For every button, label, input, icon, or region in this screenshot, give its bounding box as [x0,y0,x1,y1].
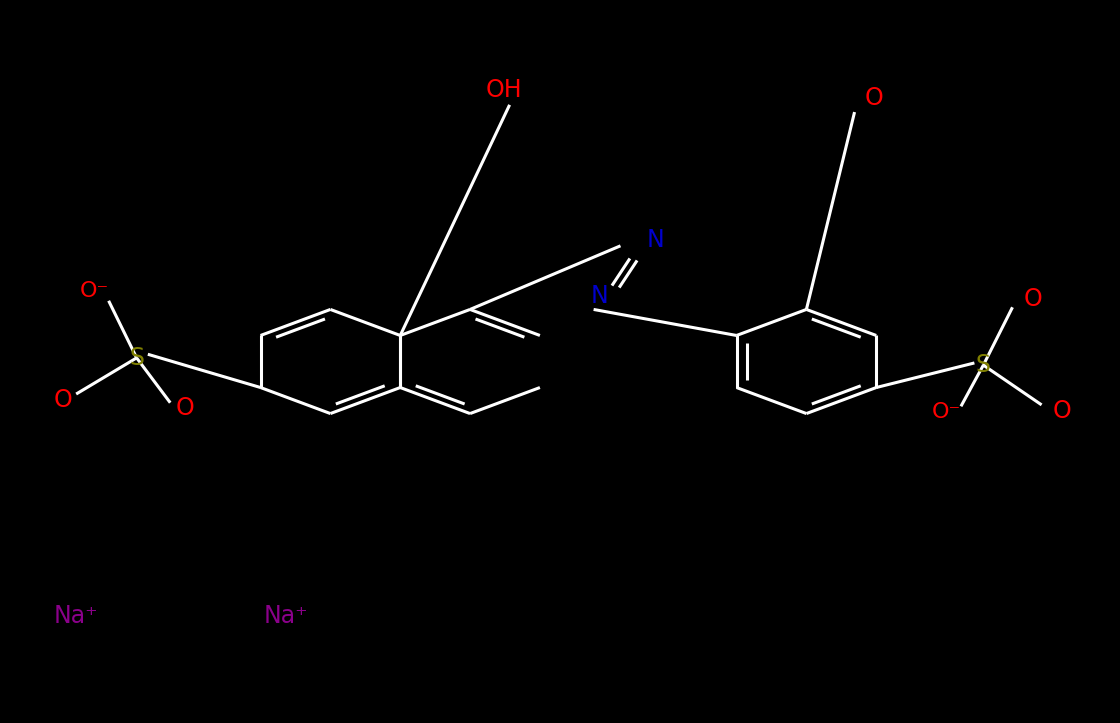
Text: N: N [590,284,608,309]
Text: O: O [54,388,72,412]
Text: Na⁺: Na⁺ [54,604,99,628]
Text: Na⁺: Na⁺ [263,604,308,628]
Text: OH: OH [486,78,522,103]
Text: O: O [1024,287,1042,312]
Text: O⁻: O⁻ [932,402,961,422]
Text: S: S [129,346,144,370]
Text: S: S [976,353,991,377]
Text: O: O [1053,398,1071,423]
Text: O: O [176,396,194,421]
Text: O⁻: O⁻ [80,281,109,301]
Text: O: O [865,85,883,110]
Text: N: N [646,228,664,252]
